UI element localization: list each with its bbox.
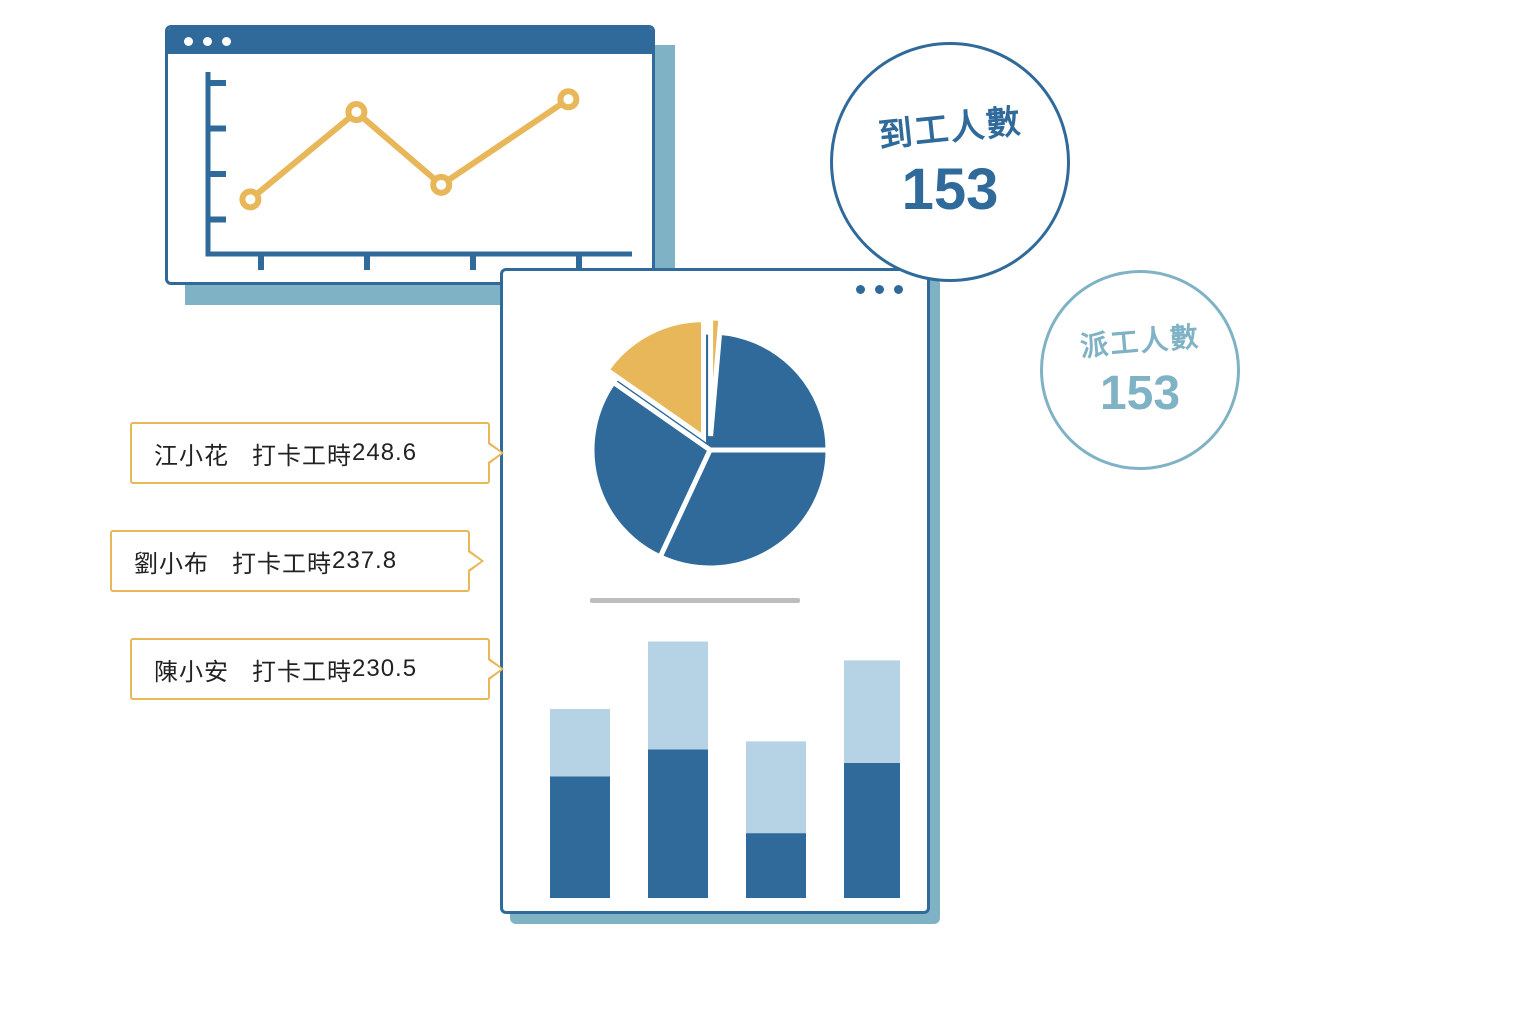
window-dot-icon: [222, 37, 231, 46]
line-chart: [168, 54, 652, 282]
line-chart-titlebar: [168, 28, 652, 54]
pie-chart: [572, 312, 848, 588]
callout-arrow-icon: [488, 657, 504, 681]
stat-label: 到工人數: [876, 94, 1024, 158]
window-dot-icon: [184, 37, 193, 46]
line-chart-window: [165, 25, 655, 285]
infographic-canvas: 到工人數 153 派工人數 153 江小花 打卡工時248.6劉小布 打卡工時2…: [0, 0, 1513, 1017]
metric-label: 打卡工時: [232, 544, 332, 579]
window-dot-icon: [856, 285, 865, 294]
worker-name: 江小花: [154, 436, 229, 471]
stat-circle-arrived: 到工人數 153: [830, 42, 1070, 282]
stat-label: 派工人數: [1078, 314, 1201, 364]
window-dot-icon: [875, 285, 884, 294]
stat-circle-dispatched: 派工人數 153: [1040, 270, 1240, 470]
window-dot-icon: [894, 285, 903, 294]
metric-value: 237.8: [332, 547, 397, 575]
worker-name: 陳小安: [154, 652, 229, 687]
metric-label: 打卡工時: [252, 436, 352, 471]
callout-arrow-icon: [468, 549, 484, 573]
bar-chart: [540, 628, 900, 898]
worker-hours-callout: 劉小布 打卡工時237.8: [110, 530, 470, 592]
metric-value: 248.6: [352, 439, 417, 467]
metric-value: 230.5: [352, 655, 417, 683]
worker-name: 劉小布: [134, 544, 209, 579]
chart-divider: [590, 598, 800, 603]
worker-hours-callout: 江小花 打卡工時248.6: [130, 422, 490, 484]
metric-label: 打卡工時: [252, 652, 352, 687]
worker-hours-callout: 陳小安 打卡工時230.5: [130, 638, 490, 700]
dashboard-titlebar-dots: [856, 285, 903, 294]
stat-value: 153: [1100, 366, 1180, 421]
window-dot-icon: [203, 37, 212, 46]
callout-arrow-icon: [488, 441, 504, 465]
stat-value: 153: [902, 156, 999, 223]
